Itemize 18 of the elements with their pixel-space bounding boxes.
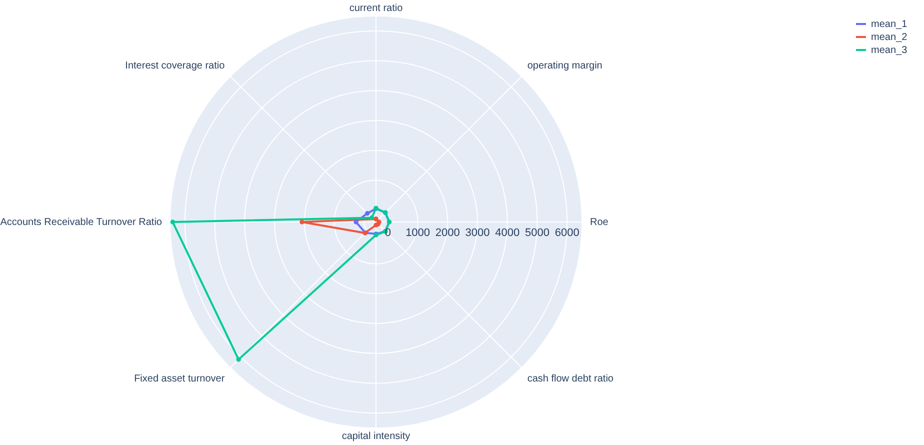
legend-label: mean_1 — [871, 19, 908, 30]
spoke-label: Roe — [590, 217, 609, 228]
y-tick-label: 5000 — [524, 227, 550, 239]
y-tick-label: 3000 — [465, 227, 490, 239]
spoke-label: current ratio — [349, 3, 404, 14]
y-tick-label: 1000 — [406, 227, 430, 239]
spoke-label: Interest coverage ratio — [125, 60, 226, 72]
legend-label: mean_2 — [871, 32, 908, 43]
spoke-label: Accounts Receivable Turnover Ratio — [0, 217, 162, 228]
y-tick-label: 0 — [384, 227, 392, 239]
y-tick-label: 6000 — [554, 227, 580, 239]
spoke-label: Fixed asset turnover — [134, 373, 226, 384]
y-tick-label: 4000 — [495, 227, 520, 239]
y-tick-label: 2000 — [435, 227, 460, 239]
spoke-label: operating margin — [527, 60, 602, 72]
legend-label: mean_3 — [871, 45, 908, 56]
spoke-label: cash flow debt ratio — [527, 373, 614, 384]
spoke-label: capital intensity — [342, 431, 410, 442]
